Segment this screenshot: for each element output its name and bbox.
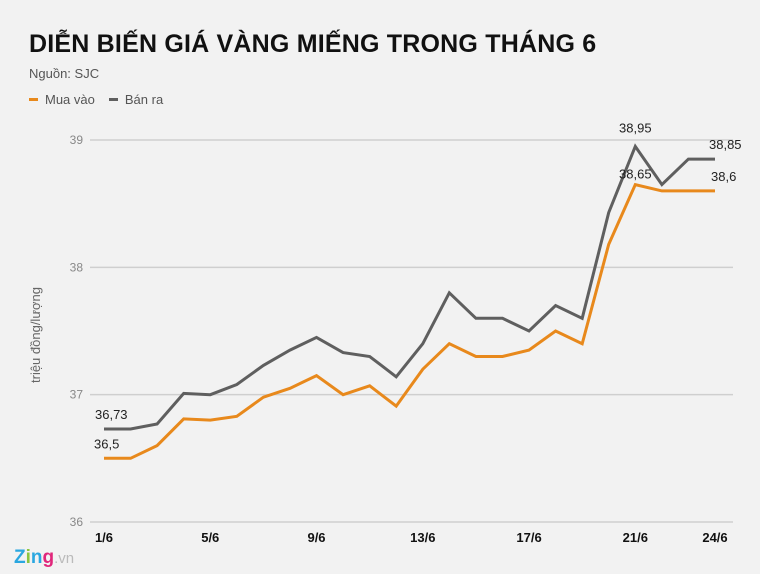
data-label: 36,73: [95, 407, 128, 422]
y-axis-label: triệu đồng/lượng: [28, 287, 43, 383]
y-tick-label: 39: [70, 133, 84, 147]
legend-label-buy: Mua vào: [45, 92, 95, 107]
x-tick-label: 24/6: [702, 530, 727, 545]
x-tick-label: 9/6: [307, 530, 325, 545]
legend: Mua vào Bán ra: [29, 92, 177, 107]
data-label: 38,95: [619, 120, 652, 135]
y-tick-label: 38: [70, 260, 84, 274]
legend-swatch-sell: [108, 98, 118, 101]
data-label: 36,5: [94, 436, 119, 451]
data-label: 38,65: [619, 167, 652, 182]
x-tick-label: 21/6: [623, 530, 648, 545]
legend-label-sell: Bán ra: [124, 92, 164, 107]
series-line-buy: [104, 182, 715, 460]
x-tick-label: 13/6: [410, 530, 435, 545]
y-tick-label: 37: [70, 388, 84, 402]
x-tick-label: 17/6: [516, 530, 541, 545]
x-tick-label: 1/6: [95, 530, 113, 545]
legend-swatch-buy: [29, 98, 38, 101]
legend-item-sell: Bán ra: [108, 92, 164, 107]
chart-title: DIỄN BIẾN GIÁ VÀNG MIẾNG TRONG THÁNG 6: [29, 30, 597, 58]
y-tick-label: 36: [70, 515, 84, 529]
data-label: 38,6: [711, 169, 736, 184]
zing-logo: Zing.vn: [14, 547, 75, 568]
legend-item-buy: Mua vào: [29, 92, 95, 107]
x-tick-label: 5/6: [201, 530, 219, 545]
chart-source: Nguồn: SJC: [29, 66, 100, 81]
series-line-sell: [104, 143, 715, 431]
data-label: 38,85: [709, 137, 742, 152]
